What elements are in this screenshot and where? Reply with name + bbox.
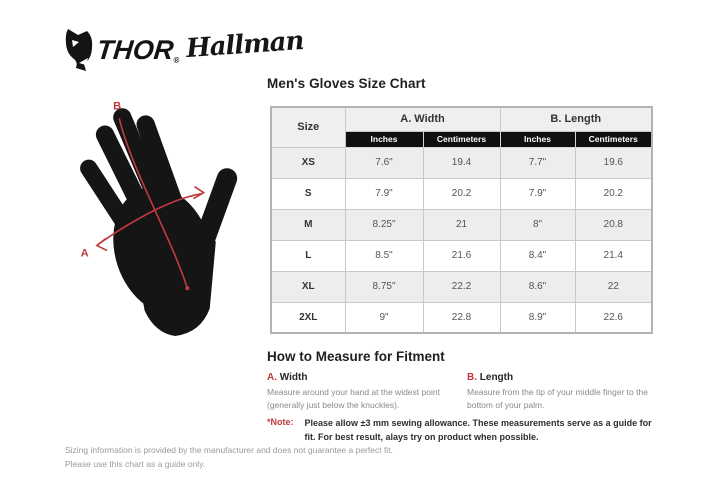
width-cm-value: 22.2 [422, 270, 501, 303]
col-header-size: Size [270, 106, 346, 148]
subheader-length-cm: Centimeters [574, 130, 653, 148]
length-measure-line [118, 118, 189, 289]
note-label: *Note: [267, 417, 294, 427]
length-inches-value: 8" [499, 208, 576, 241]
measure-length-text: Measure from the tip of your middle fing… [467, 387, 648, 410]
measure-width-block: A. Width Measure around your hand at the… [267, 372, 469, 412]
hallman-wordmark: Hallman [185, 25, 305, 65]
thor-trademark: ® [173, 56, 180, 65]
size-value: L [270, 239, 346, 272]
width-inches-value: 8.5" [344, 239, 424, 272]
length-line-endpoint [185, 286, 190, 291]
width-inches-value: 7.9" [344, 177, 424, 210]
table-row: S 7.9" 20.2 7.9" 20.2 [270, 177, 653, 210]
table-row: 2XL 9" 22.8 8.9" 22.6 [270, 301, 653, 334]
table-row: XL 8.75" 22.2 8.6" 22 [270, 270, 653, 303]
measure-width-word: Width [279, 372, 308, 383]
length-cm-value: 20.2 [574, 177, 653, 210]
footer-disclaimer: Sizing information is provided by the ma… [65, 444, 393, 471]
measure-width-label: A. Width [267, 372, 469, 383]
glove-measurement-figure: B A [80, 100, 238, 336]
length-inches-value: 7.9" [499, 177, 576, 210]
disclaimer-line-1: Sizing information is provided by the ma… [65, 445, 393, 455]
width-cm-value: 20.2 [422, 177, 501, 210]
table-row: XS 7.6" 19.4 7.7" 19.6 [270, 146, 653, 179]
width-inches-value: 8.25" [344, 208, 424, 241]
subheader-length-inches: Inches [499, 130, 576, 148]
table-row: L 8.5" 21.6 8.4" 21.4 [270, 239, 653, 272]
hand-fingers [80, 108, 238, 256]
thor-helmet-icon [65, 29, 93, 71]
width-arrowhead-right [193, 185, 206, 200]
measure-width-text: Measure around your hand at the widest p… [267, 387, 440, 410]
size-chart-table: Size A. Width B. Length Inches Centimete… [270, 106, 653, 334]
width-cm-value: 21.6 [422, 239, 501, 272]
size-value: XL [270, 270, 346, 303]
width-cm-value: 19.4 [422, 146, 501, 179]
length-cm-value: 19.6 [574, 146, 653, 179]
measurement-lines [95, 118, 206, 289]
width-measure-line [97, 192, 202, 246]
subheader-width-inches: Inches [344, 130, 424, 148]
width-inches-value: 7.6" [344, 146, 424, 179]
col-header-width: A. Width [344, 106, 501, 132]
length-inches-value: 8.4" [499, 239, 576, 272]
length-inches-value: 7.7" [499, 146, 576, 179]
width-cm-value: 22.8 [422, 301, 501, 334]
col-header-length: B. Length [499, 106, 653, 132]
measure-length-block: B. Length Measure from the tip of your m… [467, 372, 667, 412]
width-arrowhead-left [95, 237, 108, 252]
measure-length-label: B. Length [467, 372, 667, 383]
measure-length-prefix: B. [467, 372, 477, 383]
measure-width-prefix: A. [267, 372, 277, 383]
width-inches-value: 9" [344, 301, 424, 334]
thor-wordmark: THOR [95, 35, 176, 65]
size-value: XS [270, 146, 346, 179]
size-chart-title: Men's Gloves Size Chart [267, 76, 426, 91]
note-row: *Note: Please allow ±3 mm sewing allowan… [267, 417, 667, 445]
length-inches-value: 8.9" [499, 301, 576, 334]
size-value: 2XL [270, 301, 346, 334]
width-inches-value: 8.75" [344, 270, 424, 303]
table-row: M 8.25" 21 8" 20.8 [270, 208, 653, 241]
length-cm-value: 22.6 [574, 301, 653, 334]
width-cm-value: 21 [422, 208, 501, 241]
label-b: B [113, 100, 121, 112]
label-a: A [81, 248, 89, 260]
size-value: M [270, 208, 346, 241]
measure-length-word: Length [479, 372, 514, 383]
length-cm-value: 22 [574, 270, 653, 303]
note-text: Please allow ±3 mm sewing allowance. The… [304, 418, 652, 442]
length-cm-value: 20.8 [574, 208, 653, 241]
thor-logo: THOR ® [64, 28, 179, 72]
length-cm-value: 21.4 [574, 239, 653, 272]
fitment-section-title: How to Measure for Fitment [267, 349, 445, 364]
length-inches-value: 8.6" [499, 270, 576, 303]
subheader-width-cm: Centimeters [422, 130, 501, 148]
size-value: S [270, 177, 346, 210]
disclaimer-line-2: Please use this chart as a guide only. [65, 458, 206, 469]
